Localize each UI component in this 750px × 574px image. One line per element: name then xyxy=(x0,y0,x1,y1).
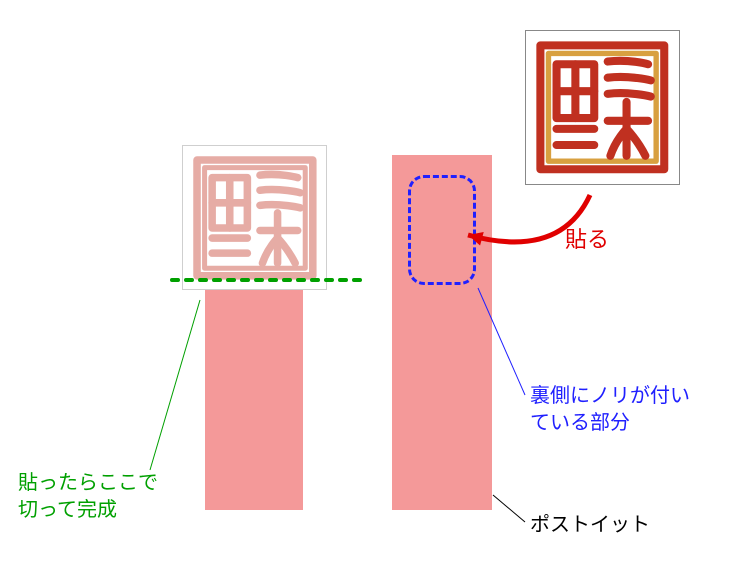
diagram-canvas: { "canvas": { "width": 750, "height": 57… xyxy=(0,0,750,574)
label-postit: ポストイット xyxy=(530,512,650,539)
label-paste: 貼る xyxy=(565,225,609,255)
label-glue-area: 裏側にノリが付い ている部分 xyxy=(530,383,690,437)
label-cut-here: 貼ったらここで 切って完成 xyxy=(18,470,158,524)
